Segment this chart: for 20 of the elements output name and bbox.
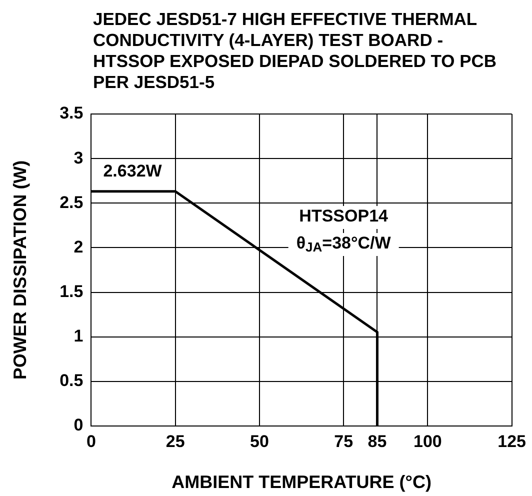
y-tick-label: 2.5 [60, 192, 84, 212]
x-tick-label: 125 [498, 432, 526, 451]
x-tick-label: 50 [250, 432, 269, 451]
data-label: 2.632W [103, 162, 163, 181]
chart-title: JEDEC JESD51-7 HIGH EFFECTIVE THERMAL CONDUCTIVITY (4-LAYER) TEST BOARD - HTSSOP EXPOSED DIEPAD SOLDERED TO PCB PER JESD51-5 [93, 9, 498, 93]
y-tick-label: 1 [74, 326, 84, 346]
x-tick-label: 85 [368, 432, 387, 451]
annotation: HTSSOP14 [299, 206, 389, 226]
y-axis-title: POWER DISSIPATION (W) [10, 160, 30, 380]
x-tick-label: 75 [334, 432, 354, 451]
y-tick-label: 0.5 [60, 371, 84, 390]
y-tick-label: 2 [74, 237, 84, 256]
x-axis-title: AMBIENT TEMPERATURE (°C) [172, 472, 432, 492]
y-tick-label: 3 [74, 148, 84, 168]
x-tick-label: 0 [86, 432, 96, 451]
x-tick-label: 25 [166, 432, 185, 451]
y-tick-label: 3.5 [60, 104, 84, 123]
y-tick-label: 1.5 [60, 282, 84, 301]
x-tick-label: 100 [414, 432, 442, 451]
y-tick-label: 0 [74, 416, 84, 435]
